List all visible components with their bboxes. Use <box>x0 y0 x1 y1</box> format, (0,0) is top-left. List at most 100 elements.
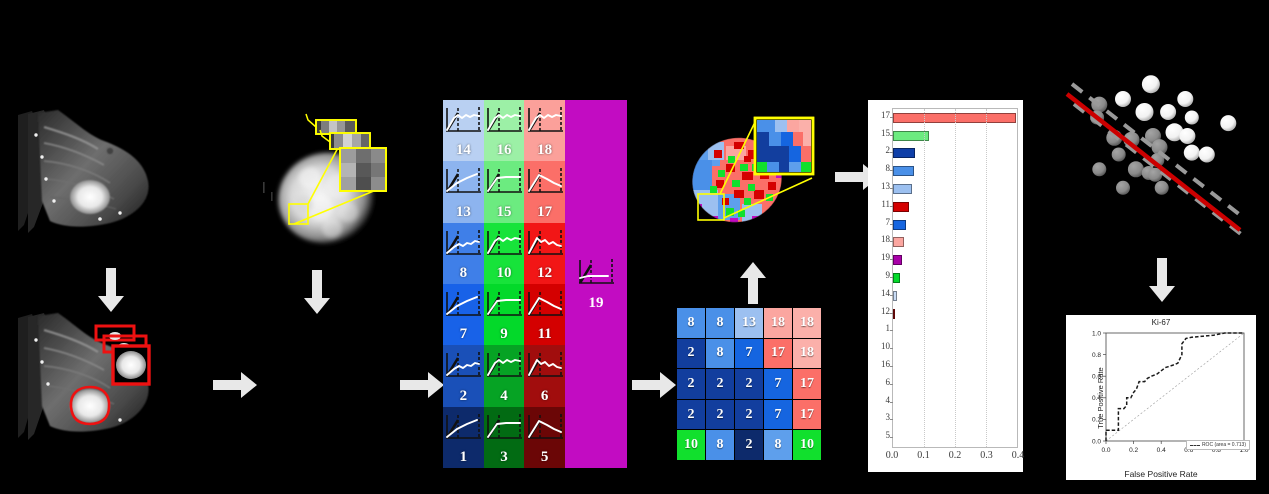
kinetic-curve-icon <box>574 256 618 291</box>
svm-hyperplane <box>1065 92 1242 232</box>
kinetic-cell-label: 3 <box>500 448 508 465</box>
kinetic-cell-3: 3 <box>483 406 525 468</box>
bar-chart-row: 12 <box>881 306 1017 320</box>
voxel-patch-stack <box>305 113 387 192</box>
bar-chart-row: 9 <box>886 270 1017 284</box>
bar-chart-y-tick <box>890 116 893 118</box>
bar-chart-row: 4 <box>886 395 1017 409</box>
matrix-cell: 13 <box>735 308 763 338</box>
arrow-right-to-matrix <box>632 368 678 402</box>
svm-data-points <box>1090 75 1237 195</box>
kinetic-cell-8: 8 <box>443 222 484 284</box>
kinetic-curve-icon <box>484 349 525 384</box>
kinetic-curve-icon <box>443 411 484 446</box>
bar-chart-y-label: 8 <box>885 163 891 174</box>
bar-chart-row: 18 <box>881 234 1017 248</box>
kinetic-cell-6: 6 <box>524 345 565 407</box>
kinetic-cell-1: 1 <box>443 406 484 468</box>
svm-point <box>1179 128 1196 144</box>
bar-chart-y-tick <box>890 437 893 439</box>
roc-x-tick: 1.0 <box>1239 447 1248 454</box>
kinetic-curve-legend-grid: 14 16 18 13 15 17 8 10 12 7 9 11 2 4 6 1 3 5 19 <box>443 100 627 468</box>
svm-margin-upper <box>1070 82 1246 220</box>
kinetic-curve-icon <box>443 165 484 200</box>
svm-point <box>1183 144 1200 161</box>
bar-chart-y-tick <box>890 401 893 403</box>
bar-chart-y-tick <box>890 419 893 421</box>
matrix-cell: 17 <box>793 369 821 399</box>
kinetic-cell-7: 7 <box>443 283 484 346</box>
kinetic-cell-label: 15 <box>496 203 512 220</box>
bar-chart-row: 13 <box>881 181 1017 195</box>
bar-chart-y-label: 13 <box>881 181 890 192</box>
svm-point <box>1111 147 1126 162</box>
kinetic-cell-5: 5 <box>524 406 565 468</box>
bar-chart-x-tick-label: 0.2 <box>948 450 962 461</box>
roc-legend-dash-icon <box>1189 444 1200 446</box>
roc-curve-panel: Ki-67 True Positive Rate False Positive … <box>1066 315 1256 480</box>
svm-point <box>1154 180 1169 195</box>
matrix-cell: 7 <box>735 338 763 369</box>
kinetic-curve-icon <box>524 227 565 262</box>
matrix-cell: 18 <box>764 308 792 338</box>
matrix-cell: 2 <box>706 399 734 430</box>
kinetic-cell-label: 16 <box>496 142 512 159</box>
kinetic-cell-label: 4 <box>500 387 508 404</box>
bar-chart-y-label: 3 <box>885 412 891 423</box>
bar-chart-y-tick <box>890 188 893 190</box>
svm-point <box>1151 139 1168 156</box>
svm-point <box>1165 123 1184 142</box>
bar-chart-y-label: 7 <box>885 216 891 227</box>
roc-chance-line <box>1105 332 1245 442</box>
svm-point <box>1160 104 1177 120</box>
arrow-down-to-kinetic <box>300 270 334 316</box>
bar-chart-y-label: 1 <box>885 323 891 334</box>
svm-point <box>1198 146 1215 163</box>
kinetic-cell-label: 17 <box>537 203 553 220</box>
bar-chart-row: 1 <box>886 323 1017 337</box>
kinetic-cell-label: 12 <box>537 264 553 281</box>
kinetic-cell-label: 19 <box>588 294 604 311</box>
kinetic-cell-label: 10 <box>496 264 512 281</box>
kinetic-cell-17: 17 <box>524 161 565 223</box>
bar-chart-bar <box>893 201 909 212</box>
matrix-cell: 18 <box>793 308 821 338</box>
bar-chart-row: 14 <box>881 288 1017 302</box>
bar-chart-x-tick-label: 0.1 <box>917 450 930 461</box>
roc-y-tick: 0.4 <box>1092 395 1101 402</box>
matrix-cell: 17 <box>764 338 792 369</box>
kinetic-cell-18: 18 <box>524 100 565 162</box>
bar-chart-row: 3 <box>886 412 1017 426</box>
kinetic-cell-14: 14 <box>443 100 484 162</box>
matrix-cell: 7 <box>764 399 792 430</box>
arrow-right-to-kinetic-grid <box>400 368 446 402</box>
kinetic-heatmap-panel <box>682 98 832 258</box>
bar-chart-x-tick-label: 0.0 <box>885 450 899 461</box>
bar-chart-plot-area: 17 15 2 8 13 11 7 18 19 9 14 12 1 10 16 6 4 3 5 <box>881 108 1018 448</box>
bar-chart-y-label: 16 <box>881 358 890 369</box>
bar-chart-y-tick <box>890 152 893 154</box>
kinetic-curve-icon <box>443 104 484 139</box>
bar-chart-gridline <box>986 109 988 447</box>
kinetic-cell-label: 2 <box>459 387 468 404</box>
svm-point <box>1184 110 1199 125</box>
bar-chart-row: 17 <box>881 110 1017 124</box>
kinetic-cell-12: 12 <box>524 222 565 284</box>
roc-plot-svg: 0.0 0.2 0.4 0.6 0.8 1.0 0.0 0.2 0.4 0.6 0.8 1.0 <box>1092 330 1249 454</box>
roc-x-tick: 0.0 <box>1101 447 1110 454</box>
kinetic-cell-9: 9 <box>483 283 525 346</box>
roc-legend: ROC (area = 0.713) <box>1185 440 1250 450</box>
kinetic-cell-label: 5 <box>540 448 549 465</box>
breast-mri-input-panel <box>14 105 189 245</box>
kinetic-cell-19: 19 <box>565 100 627 468</box>
roc-x-tick: 0.2 <box>1129 447 1138 454</box>
matrix-cell: 8 <box>764 430 792 460</box>
heatmap-zoom-inset <box>753 116 815 176</box>
bar-chart-row: 2 <box>886 145 1017 159</box>
tumor-detection-svg <box>18 313 151 440</box>
bar-chart-bar <box>893 130 930 141</box>
matrix-cell: 2 <box>735 369 763 399</box>
matrix-cell: 10 <box>793 430 821 460</box>
arrow-up-to-heatmap <box>736 262 770 304</box>
